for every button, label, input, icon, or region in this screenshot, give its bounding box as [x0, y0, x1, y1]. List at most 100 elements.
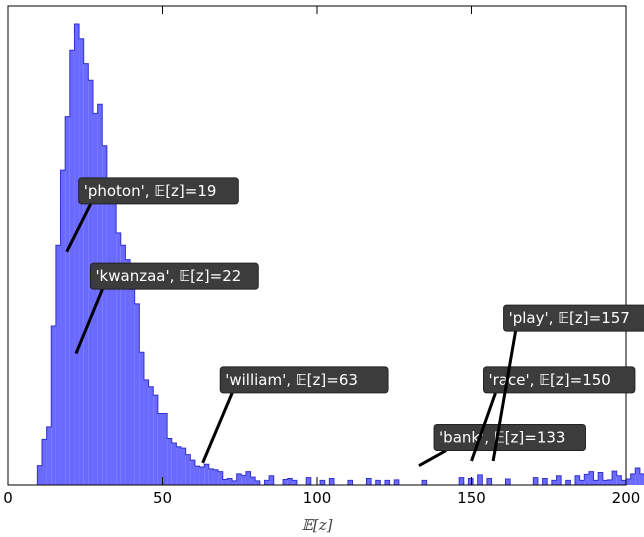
histogram-bar	[292, 480, 297, 485]
histogram-bars	[37, 24, 644, 486]
histogram-bar	[630, 473, 636, 485]
histogram-bar	[232, 480, 237, 485]
histogram-bar	[607, 479, 613, 485]
histogram-bar	[218, 471, 223, 485]
histogram-bar	[153, 395, 158, 485]
histogram-bar	[69, 50, 75, 485]
x-tick-label: 50	[153, 489, 172, 507]
x-tick-label: 100	[303, 489, 332, 507]
x-tick-label: 150	[457, 489, 486, 507]
histogram-bar	[213, 469, 219, 485]
histogram-bar	[176, 446, 182, 485]
histogram-bar	[106, 199, 112, 486]
histogram-bar	[167, 438, 172, 485]
histogram-bar	[204, 464, 209, 485]
histogram-bar	[612, 471, 617, 485]
histogram-bar	[621, 480, 626, 485]
histogram-bar	[533, 477, 538, 485]
histogram-bar	[162, 413, 168, 485]
histogram-bar	[264, 480, 270, 485]
histogram-bar	[41, 439, 47, 485]
histogram-bar	[194, 466, 200, 485]
histogram-bar	[125, 259, 131, 485]
annotation-label: 'play', 𝔼[z]=157	[509, 309, 630, 327]
histogram-bar	[306, 477, 311, 485]
histogram-bar	[329, 478, 334, 485]
histogram-bar	[208, 468, 214, 485]
histogram-bar	[37, 465, 42, 485]
annotation-box	[89, 262, 259, 290]
histogram-bar	[143, 379, 149, 485]
histogram-bar	[134, 303, 140, 485]
histogram-bar	[116, 232, 121, 485]
histogram-bar	[635, 467, 640, 485]
histogram-bar	[199, 467, 205, 485]
annotation-arrow	[74, 288, 104, 355]
annotation-box	[482, 366, 636, 394]
annotation: 'william', 𝔼[z]=63	[201, 366, 389, 464]
histogram-bar	[227, 478, 233, 485]
annotation-arrow	[491, 330, 518, 462]
histogram-bar	[598, 472, 603, 485]
annotation-box	[219, 366, 389, 394]
histogram-bar	[593, 480, 599, 485]
histogram-bar	[83, 63, 89, 486]
histogram-bar	[65, 116, 70, 485]
histogram-bar	[51, 325, 56, 485]
annotation-arrow	[65, 203, 93, 253]
histogram-bar	[477, 474, 483, 485]
histogram-bar	[222, 479, 228, 485]
annotation-label: 'race', 𝔼[z]=150	[488, 371, 610, 389]
histogram-bar	[120, 245, 126, 485]
histogram-bar	[250, 477, 256, 485]
histogram-bar	[255, 480, 260, 485]
annotation-box	[78, 177, 239, 205]
annotation-arrow	[418, 449, 447, 467]
histogram-bar	[287, 478, 293, 485]
histogram-bar	[505, 479, 511, 485]
histogram-bar	[130, 289, 135, 485]
histogram-bar	[626, 479, 631, 485]
annotation: 'kwanzaa', 𝔼[z]=22	[74, 262, 259, 355]
histogram-bar	[74, 24, 80, 485]
histogram-bar	[575, 475, 580, 485]
histogram-bar	[320, 480, 325, 485]
annotation-arrow	[470, 392, 497, 462]
annotation-box	[503, 304, 644, 332]
annotation-label: 'bank', 𝔼[z]=133	[439, 429, 565, 447]
histogram-bar	[639, 473, 644, 485]
histogram-bar	[60, 170, 66, 485]
histogram-bar	[283, 479, 288, 485]
histogram-bar	[245, 471, 251, 485]
x-tick-label: 200	[612, 489, 641, 507]
histogram-bar	[565, 480, 571, 485]
histogram-bar	[171, 443, 177, 485]
annotation: 'bank', 𝔼[z]=133	[418, 424, 586, 467]
histogram-bar	[375, 480, 381, 485]
histogram-bar	[185, 454, 191, 485]
histogram-bar	[468, 478, 474, 485]
histogram-bar	[347, 480, 353, 485]
histogram-bar	[422, 480, 427, 485]
annotations: 'photon', 𝔼[z]=19 'kwanzaa', 𝔼[z]=22 'will…	[65, 177, 644, 467]
annotation-label: 'kwanzaa', 𝔼[z]=22	[95, 267, 241, 285]
histogram-bar	[602, 480, 608, 485]
histogram-bar	[579, 480, 585, 485]
annotation: 'race', 𝔼[z]=150	[470, 366, 636, 462]
histogram-bar	[588, 471, 594, 485]
histogram-bar	[269, 475, 274, 485]
histogram-bar	[384, 480, 390, 485]
histogram-bar	[542, 478, 548, 485]
annotation-label: 'photon', 𝔼[z]=19	[84, 182, 217, 200]
annotation: 'play', 𝔼[z]=157	[491, 304, 644, 462]
histogram-bar	[584, 474, 589, 485]
annotation-label: 'william', 𝔼[z]=63	[225, 371, 358, 389]
histogram-bar	[236, 473, 242, 485]
histogram-bar	[366, 478, 372, 485]
histogram-bar	[92, 113, 98, 486]
histogram-bar	[459, 477, 464, 485]
histogram-bar	[241, 475, 246, 485]
histogram-bar	[55, 245, 61, 485]
histogram-bar	[556, 475, 562, 485]
